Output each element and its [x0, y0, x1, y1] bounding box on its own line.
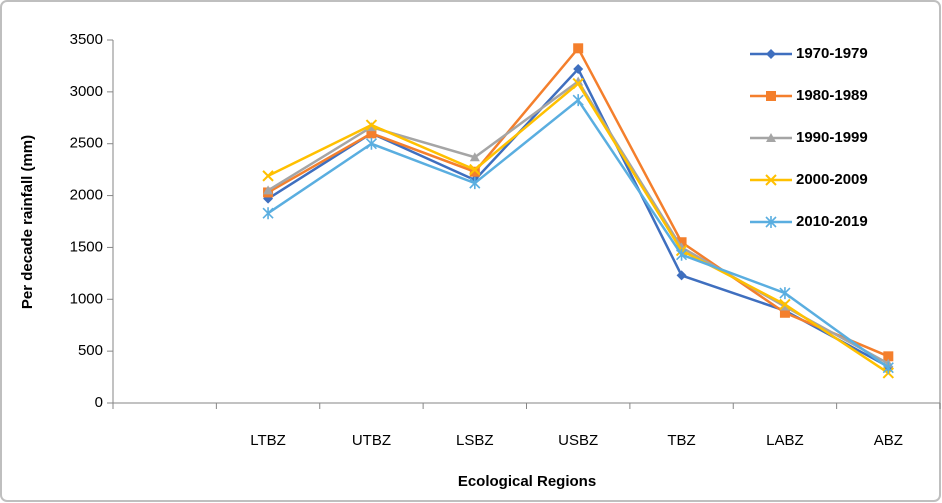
y-tick-label: 500: [78, 342, 103, 359]
y-axis-title: Per decade rainfall (mm): [19, 135, 36, 309]
marker: [766, 91, 776, 101]
x-tick-label: UTBZ: [352, 432, 391, 449]
y-tick-label: 0: [95, 394, 103, 411]
marker: [469, 177, 481, 190]
marker: [882, 361, 894, 374]
marker: [883, 351, 894, 362]
marker: [262, 207, 274, 220]
legend-label: 1970-1979: [796, 45, 868, 62]
marker: [676, 270, 687, 281]
marker: [779, 307, 790, 318]
y-tick-label: 3500: [70, 31, 103, 48]
x-tick-label: ABZ: [874, 432, 903, 449]
marker: [365, 137, 378, 150]
x-tick-label: LABZ: [766, 432, 804, 449]
marker: [365, 119, 378, 131]
marker: [262, 170, 274, 182]
y-tick-label: 3000: [70, 83, 103, 100]
marker: [366, 128, 377, 139]
x-tick-label: LTBZ: [250, 432, 286, 449]
marker: [263, 185, 274, 195]
marker: [765, 216, 777, 228]
marker: [766, 133, 776, 142]
x-tick-label: LSBZ: [456, 432, 494, 449]
marker: [572, 77, 584, 90]
marker: [676, 237, 687, 248]
marker: [675, 248, 688, 261]
y-tick-label: 1500: [70, 238, 103, 255]
x-tick-label: TBZ: [667, 432, 695, 449]
marker: [469, 152, 480, 162]
y-tick-label: 2500: [70, 135, 103, 152]
marker: [766, 49, 776, 59]
marker: [572, 94, 584, 107]
marker: [573, 64, 584, 75]
legend-label: 1990-1999: [796, 129, 868, 146]
marker: [469, 163, 481, 176]
marker: [779, 287, 791, 300]
x-tick-label: USBZ: [558, 432, 598, 449]
legend-label: 1980-1989: [796, 87, 868, 104]
marker: [469, 166, 480, 177]
legend-label: 2000-2009: [796, 171, 868, 188]
marker: [779, 298, 791, 311]
marker: [573, 43, 584, 54]
marker: [765, 174, 777, 186]
x-axis-title: Ecological Regions: [458, 473, 596, 490]
y-tick-label: 1000: [70, 290, 103, 307]
y-tick-label: 2000: [70, 187, 103, 204]
marker: [573, 76, 584, 86]
legend-label: 2010-2019: [796, 213, 868, 230]
